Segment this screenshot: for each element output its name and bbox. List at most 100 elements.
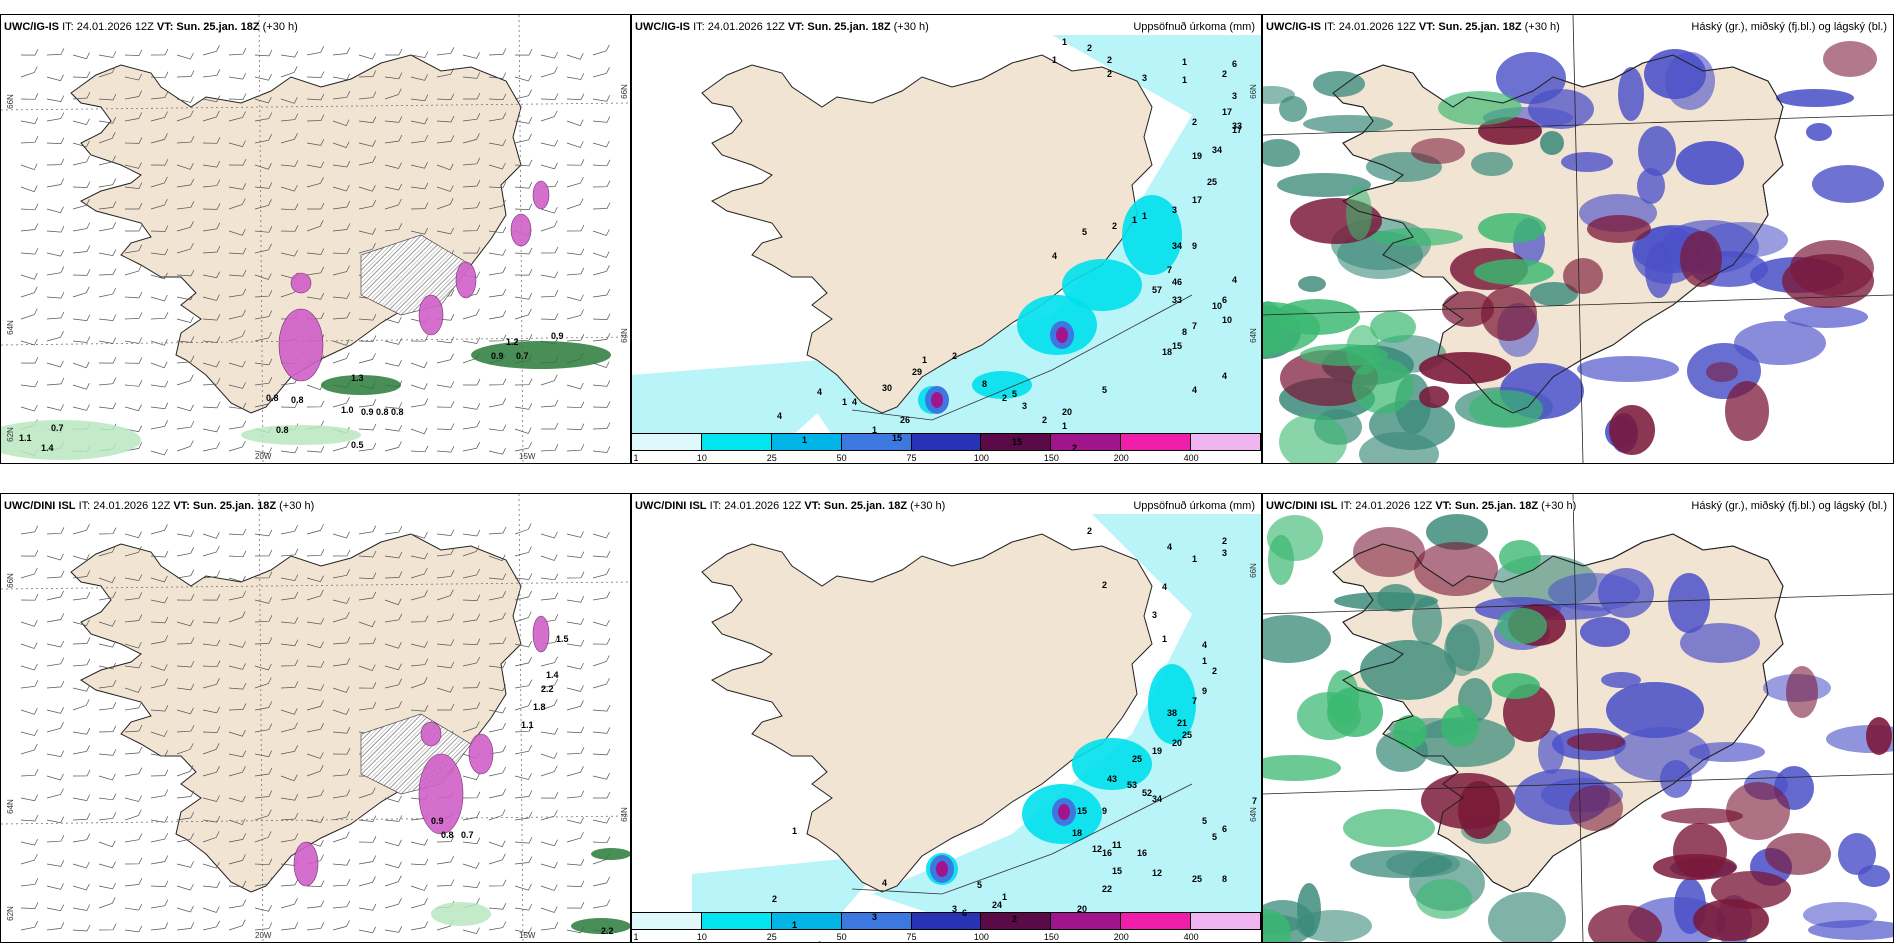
wind-barb — [462, 721, 480, 733]
wind-barb — [462, 224, 481, 232]
lat-label-64-right: 64N — [1248, 328, 1258, 343]
wind-barb — [566, 93, 585, 100]
field-title: Uppsöfnuð úrkoma (mm) — [1133, 500, 1255, 512]
vt-label: VT: — [1418, 21, 1436, 33]
wind-barb — [20, 525, 39, 535]
wind-barb — [20, 680, 39, 689]
wind-barb — [332, 708, 350, 715]
wind-barb — [592, 876, 611, 887]
model-name: UWC/DINI ISL — [1266, 500, 1338, 512]
wind-barb — [280, 794, 299, 801]
precip-label: 5 — [1012, 389, 1018, 399]
wind-barb — [176, 724, 195, 733]
precip-label: 2 — [1012, 914, 1018, 924]
precip-label: 2 — [1222, 69, 1228, 79]
wind-barb — [592, 677, 610, 689]
precip-label: 5 — [977, 880, 983, 890]
lead-time: (+30 h) — [910, 500, 946, 512]
wind-barb — [228, 703, 247, 711]
wind-barb — [384, 926, 403, 933]
wind-barb — [20, 308, 38, 320]
wind-speed-area — [591, 848, 630, 860]
wind-barb — [462, 157, 481, 166]
wind-barb — [462, 308, 480, 320]
wind-barb — [20, 404, 38, 412]
wind-speed-area — [571, 918, 630, 934]
wind-label: 1.1 — [521, 720, 534, 730]
wind-barb — [176, 790, 195, 799]
wind-barb — [202, 532, 220, 539]
precip-label: 4 — [1232, 275, 1238, 285]
cloud-area — [1419, 386, 1449, 408]
precip-label: 1 — [1062, 421, 1068, 431]
wind-barb — [306, 752, 324, 759]
precip-label: 2 — [1112, 221, 1118, 231]
iceland-outline — [1332, 54, 1784, 414]
wind-barb — [176, 530, 195, 537]
wind-barb — [20, 594, 39, 601]
wind-barb — [332, 184, 350, 192]
wind-barb — [384, 861, 402, 869]
precip-label: 3 — [1022, 401, 1028, 411]
wind-barb — [124, 531, 142, 539]
wind-barb — [46, 74, 64, 82]
precip-blob — [290, 272, 312, 294]
wind-barb — [436, 47, 455, 56]
precip-label: 1 — [1062, 37, 1068, 47]
cloud-area — [1561, 152, 1613, 172]
wind-barb — [124, 90, 143, 100]
cloud-area — [1492, 673, 1540, 699]
boundary-line — [1263, 593, 1893, 615]
wind-barb — [566, 880, 585, 887]
wind-barb — [332, 569, 351, 579]
wind-barb — [98, 897, 116, 909]
wind-barb — [436, 185, 454, 192]
wind-barb — [307, 202, 325, 210]
wind-barb — [436, 445, 455, 453]
wind-barb — [20, 273, 38, 280]
wind-barb — [150, 789, 169, 799]
wind-label: 1.2 — [506, 337, 519, 347]
wind-barb — [541, 422, 559, 430]
wind-barb — [124, 112, 143, 122]
wind-barb — [20, 380, 39, 388]
precip-blob — [418, 294, 444, 336]
wind-barb — [358, 70, 377, 78]
wind-barb — [176, 178, 195, 188]
wind-barb — [150, 832, 169, 843]
wind-barb — [332, 200, 351, 210]
colorbar-tick: 100 — [973, 453, 989, 463]
wind-barb — [202, 920, 220, 931]
colorbar-tick: 75 — [906, 932, 917, 942]
wind-barb — [98, 576, 116, 584]
wind-barb — [228, 818, 246, 826]
wind-barb — [46, 553, 64, 561]
iceland-outline — [1332, 533, 1784, 893]
wind-barb — [280, 812, 299, 821]
precip-label: 3 — [1172, 205, 1178, 215]
precip-label: 57 — [1152, 285, 1163, 295]
wind-barb — [124, 264, 142, 276]
precip-label: 17 — [1192, 195, 1203, 205]
cloud-area — [1263, 139, 1300, 167]
wind-barb — [98, 377, 117, 386]
wind-label: 0.9 — [431, 816, 444, 826]
wind-barb — [20, 708, 38, 715]
wind-barb — [462, 403, 481, 410]
lead-time: (+30 h) — [893, 21, 929, 33]
wind-barb — [514, 699, 532, 711]
wind-barb — [202, 179, 221, 188]
wind-barb — [228, 641, 246, 648]
wind-barb — [566, 531, 584, 538]
wind-barb — [358, 228, 376, 235]
wind-barb — [384, 598, 402, 606]
wind-barb — [566, 766, 584, 777]
precip-label: 8 — [1182, 327, 1188, 337]
wind-barb — [150, 730, 168, 737]
wind-barb — [332, 531, 350, 539]
cloud-area — [1601, 672, 1641, 688]
field-title: Uppsöfnuð úrkoma (mm) — [1133, 21, 1255, 33]
wind-barb — [202, 95, 221, 103]
wind-barb — [254, 663, 272, 671]
wind-barb — [358, 243, 376, 254]
